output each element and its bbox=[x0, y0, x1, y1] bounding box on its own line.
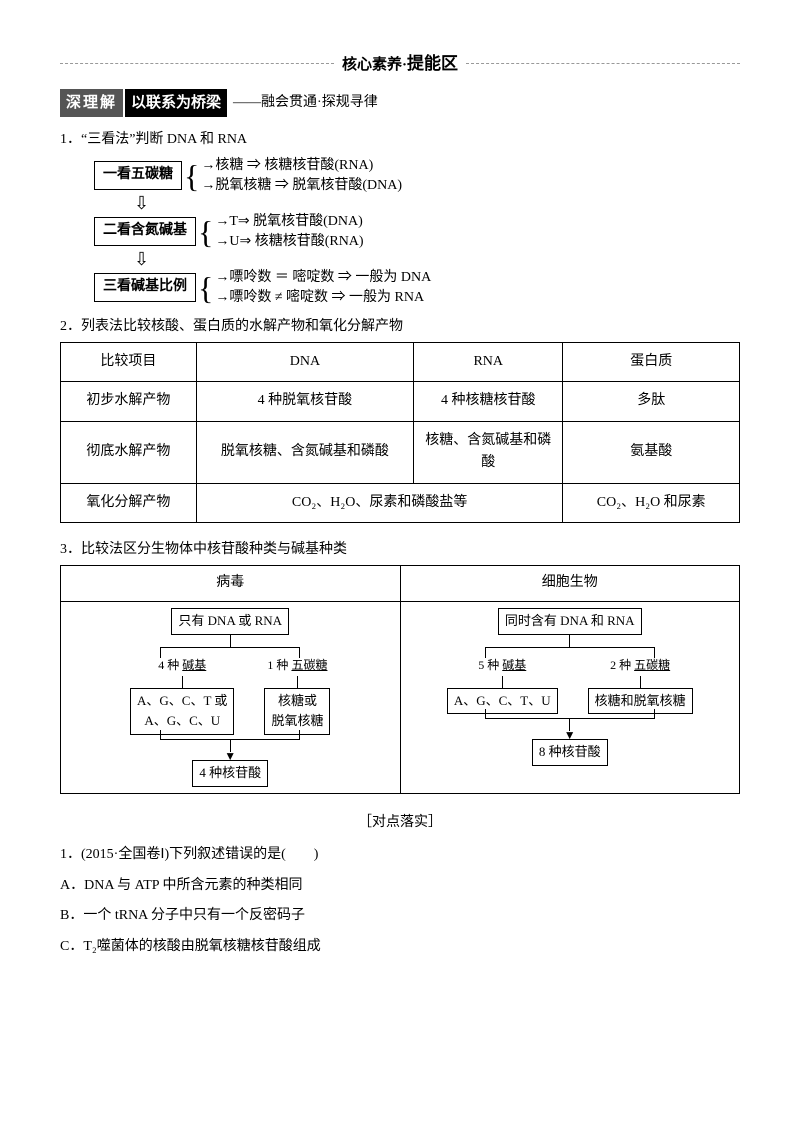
step3-branch-a: →嘌呤数 ＝ 嘧啶数 ⇒ 一般为 DNA bbox=[215, 268, 431, 288]
step-2-box: 二看含氮碱基 bbox=[94, 217, 196, 245]
virus-top-box: 只有 DNA 或 RNA bbox=[171, 608, 289, 635]
cell: CO₂、H₂O、尿素和磷酸盐等 bbox=[196, 483, 563, 522]
cell: 多肽 bbox=[563, 382, 740, 421]
th-rna: RNA bbox=[414, 342, 563, 381]
cell-top-box: 同时含有 DNA 和 RNA bbox=[498, 608, 642, 635]
title-right: 提能区 bbox=[407, 54, 458, 73]
virus-sugar-box: 核糖或 脱氧核糖 bbox=[264, 688, 330, 736]
flow-diagram-1: 一看五碳糖 { →核糖 ⇒ 核糖核苷酸(RNA) →脱氧核糖 ⇒ 脱氧核苷酸(D… bbox=[94, 156, 740, 308]
label: 5 种 碱基 bbox=[478, 656, 526, 675]
cell: 氧化分解产物 bbox=[61, 483, 197, 522]
tag-deep: 深理解 bbox=[60, 89, 123, 117]
dash-left bbox=[60, 63, 334, 64]
section-3-title: 3．比较法区分生物体中核苷酸种类与碱基种类 bbox=[60, 539, 740, 561]
title-left: 核心素养 bbox=[342, 57, 402, 73]
down-arrow-icon: ⇩ bbox=[94, 252, 740, 268]
step1-branch-b: →脱氧核糖 ⇒ 脱氧核苷酸(DNA) bbox=[201, 176, 402, 196]
th-protein: 蛋白质 bbox=[563, 342, 740, 381]
cell-bases-box: A、G、C、T、U bbox=[447, 688, 558, 715]
step2-branch-b: →U⇒ 核糖核苷酸(RNA) bbox=[215, 232, 363, 252]
cell: 核糖、含氮碱基和磷酸 bbox=[414, 421, 563, 483]
label: 1 种 五碳糖 bbox=[267, 656, 327, 675]
cell: CO₂、H₂O 和尿素 bbox=[563, 483, 740, 522]
virus-diagram-cell: 只有 DNA 或 RNA 4 种 碱基 A、G、C、T 或 A、G、C、U 1 … bbox=[61, 601, 401, 793]
down-arrow-icon: ⇩ bbox=[94, 196, 740, 212]
comparison-table: 比较项目 DNA RNA 蛋白质 初步水解产物 4 种脱氧核苷酸 4 种核糖核苷… bbox=[60, 342, 740, 523]
virus-result-box: 4 种核苷酸 bbox=[192, 760, 268, 787]
label: 4 种 碱基 bbox=[158, 656, 206, 675]
cell: 脱氧核糖、含氮碱基和磷酸 bbox=[196, 421, 413, 483]
cell: 氨基酸 bbox=[563, 421, 740, 483]
cell: 4 种脱氧核苷酸 bbox=[196, 382, 413, 421]
section-1-title: 1．“三看法”判断 DNA 和 RNA bbox=[60, 129, 740, 151]
practice-heading: ［对点落实］ bbox=[60, 812, 740, 834]
virus-diagram: 只有 DNA 或 RNA 4 种 碱基 A、G、C、T 或 A、G、C、U 1 … bbox=[67, 608, 394, 787]
brace-icon: { bbox=[182, 158, 201, 194]
table-row: 初步水解产物 4 种脱氧核苷酸 4 种核糖核苷酸 多肽 bbox=[61, 382, 740, 421]
th-compare: 比较项目 bbox=[61, 342, 197, 381]
subheader: 深理解 以联系为桥梁 融会贯通·探规寻律 bbox=[60, 89, 740, 117]
cell: 彻底水解产物 bbox=[61, 421, 197, 483]
th-virus: 病毒 bbox=[61, 566, 401, 601]
table-row: 彻底水解产物 脱氧核糖、含氮碱基和磷酸 核糖、含氮碱基和磷酸 氨基酸 bbox=[61, 421, 740, 483]
th-dna: DNA bbox=[196, 342, 413, 381]
option-c: C．T₂噬菌体的核酸由脱氧核糖核苷酸组成 bbox=[60, 936, 740, 958]
question-1: 1．(2015·全国卷Ⅰ)下列叙述错误的是( ) bbox=[60, 844, 740, 866]
option-b: B．一个 tRNA 分子中只有一个反密码子 bbox=[60, 905, 740, 927]
cell-result-box: 8 种核苷酸 bbox=[532, 739, 608, 766]
brace-icon: { bbox=[196, 270, 215, 306]
tag-suffix: 融会贯通·探规寻律 bbox=[233, 92, 378, 114]
step-3-box: 三看碱基比例 bbox=[94, 273, 196, 301]
page-header: 核心素养·提能区 bbox=[60, 50, 740, 77]
cell-diagram: 同时含有 DNA 和 RNA 5 种 碱基 A、G、C、T、U 2 种 五碳糖 bbox=[407, 608, 734, 767]
table-row: 只有 DNA 或 RNA 4 种 碱基 A、G、C、T 或 A、G、C、U 1 … bbox=[61, 601, 740, 793]
step3-branch-b: →嘌呤数 ≠ 嘧啶数 ⇒ 一般为 RNA bbox=[215, 288, 431, 308]
page-title: 核心素养·提能区 bbox=[334, 50, 466, 77]
cell-diagram-cell: 同时含有 DNA 和 RNA 5 种 碱基 A、G、C、T、U 2 种 五碳糖 bbox=[400, 601, 740, 793]
table-row: 氧化分解产物 CO₂、H₂O、尿素和磷酸盐等 CO₂、H₂O 和尿素 bbox=[61, 483, 740, 522]
brace-icon: { bbox=[196, 214, 215, 250]
tag-bridge: 以联系为桥梁 bbox=[125, 89, 227, 117]
diagram-table: 病毒 细胞生物 只有 DNA 或 RNA 4 种 碱基 A、G、C、T 或 A、… bbox=[60, 565, 740, 794]
cell: 初步水解产物 bbox=[61, 382, 197, 421]
cell-sugar-box: 核糖和脱氧核糖 bbox=[588, 688, 693, 715]
th-cell: 细胞生物 bbox=[400, 566, 740, 601]
table-row: 病毒 细胞生物 bbox=[61, 566, 740, 601]
step2-branch-a: →T⇒ 脱氧核苷酸(DNA) bbox=[215, 212, 363, 232]
option-a: A．DNA 与 ATP 中所含元素的种类相同 bbox=[60, 875, 740, 897]
section-2-title: 2．列表法比较核酸、蛋白质的水解产物和氧化分解产物 bbox=[60, 316, 740, 338]
step1-branch-a: →核糖 ⇒ 核糖核苷酸(RNA) bbox=[201, 156, 402, 176]
dash-right bbox=[466, 63, 740, 64]
step-1-box: 一看五碳糖 bbox=[94, 161, 182, 189]
table-row: 比较项目 DNA RNA 蛋白质 bbox=[61, 342, 740, 381]
virus-bases-box: A、G、C、T 或 A、G、C、U bbox=[130, 688, 234, 736]
label: 2 种 五碳糖 bbox=[610, 656, 670, 675]
cell: 4 种核糖核苷酸 bbox=[414, 382, 563, 421]
